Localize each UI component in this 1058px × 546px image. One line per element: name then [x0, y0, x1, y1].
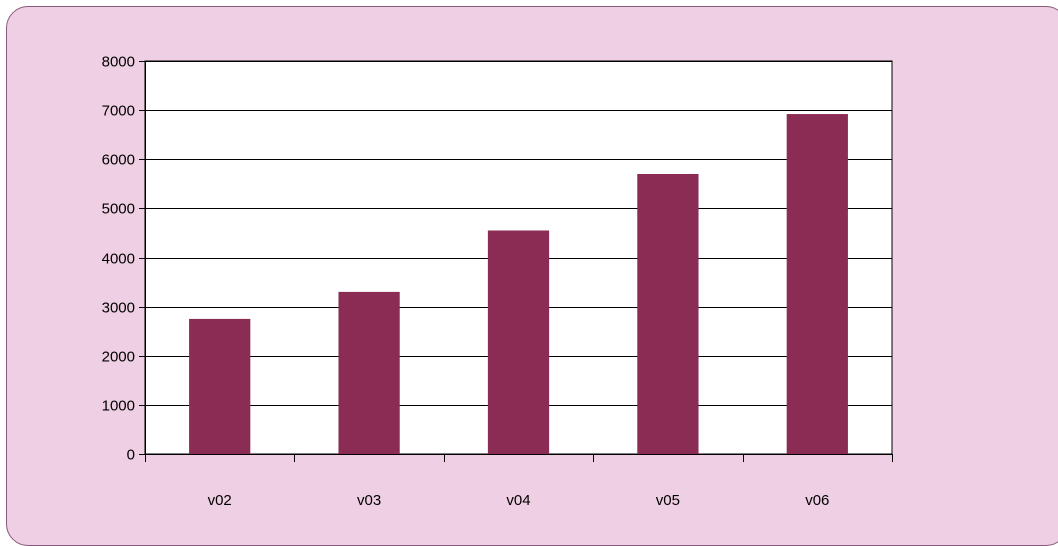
bar-chart: 0 1000 2000 3000 4000 5000 6000 7000 8000 v02 v03 v…: [102, 54, 893, 510]
bar-v02: [189, 318, 251, 454]
y-tick-label: 1000: [102, 398, 135, 415]
y-tick-label: 6000: [102, 152, 135, 169]
y-tick-label: 3000: [102, 300, 135, 317]
bars: [189, 114, 848, 455]
y-tick-label: 7000: [102, 103, 135, 120]
x-tick-label: v02: [208, 492, 232, 509]
y-tick-label: 5000: [102, 201, 135, 218]
y-tick-label: 4000: [102, 251, 135, 268]
bar-v05: [637, 173, 699, 455]
bar-v03: [338, 291, 400, 454]
bar-v04: [487, 230, 550, 454]
x-tick-label: v03: [357, 492, 381, 509]
y-tick-label: 0: [127, 447, 135, 464]
x-tick-label: v06: [805, 492, 829, 509]
bar-v06: [786, 114, 848, 455]
axes: [139, 61, 893, 462]
x-tick-label: v05: [656, 492, 680, 509]
y-tick-label: 8000: [102, 54, 135, 71]
x-tick-label: v04: [506, 492, 530, 509]
tick-labels: 0 1000 2000 3000 4000 5000 6000 7000 8000 v02 v03 v…: [102, 54, 830, 510]
y-tick-label: 2000: [102, 349, 135, 366]
